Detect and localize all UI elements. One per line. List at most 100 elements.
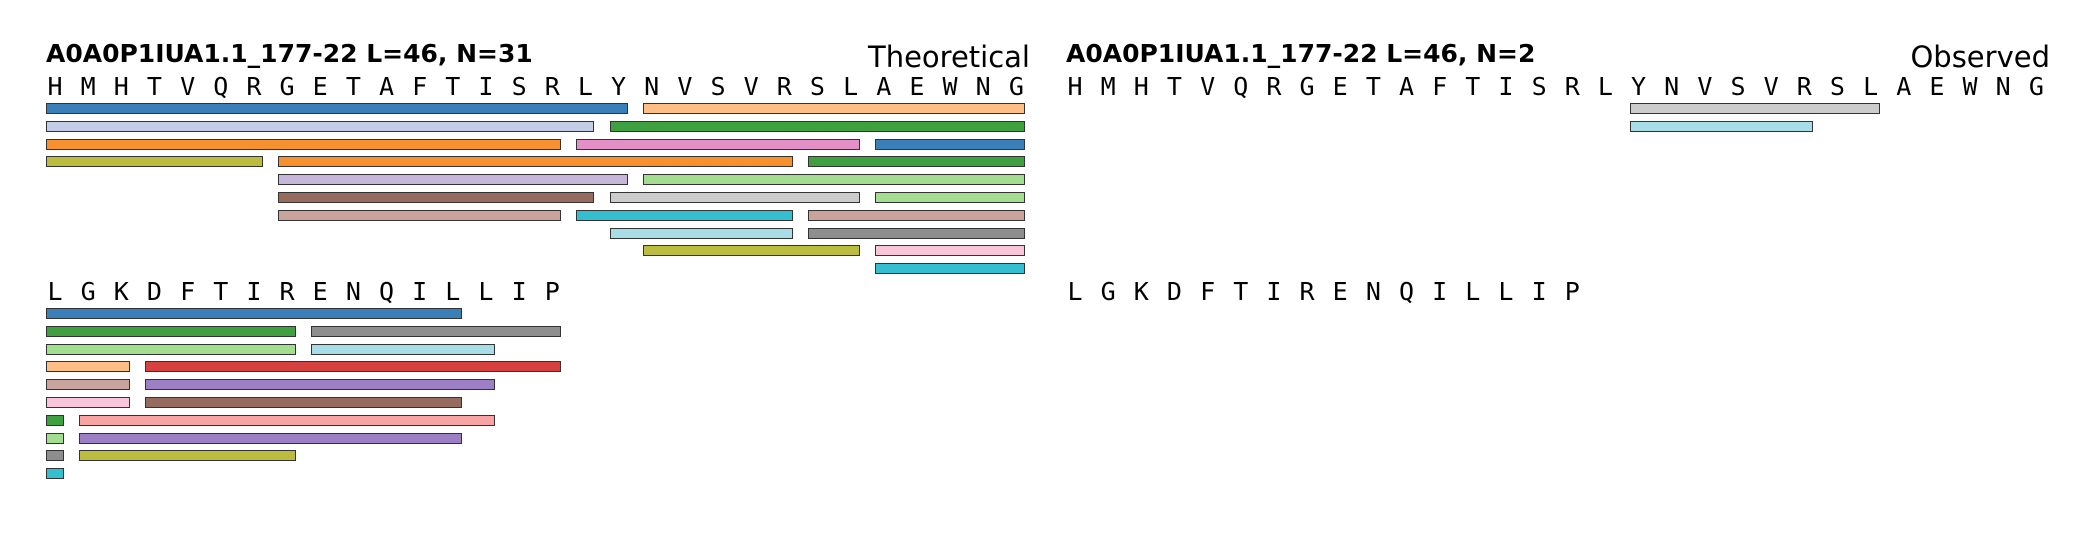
residue-41: Q — [1398, 277, 1415, 306]
peptide-bar-19 — [609, 227, 794, 239]
residue-22: V — [743, 72, 759, 101]
peptide-bar-4 — [609, 120, 1026, 132]
residue-33: K — [1133, 277, 1149, 306]
residue-16: R — [1564, 72, 1580, 101]
residue-26: A — [1896, 72, 1912, 101]
peptide-bar-16 — [278, 209, 562, 221]
residue-34: D — [1166, 277, 1182, 306]
peptide-bar-15 — [874, 192, 1026, 203]
residue-37: I — [246, 277, 262, 306]
residue-14: I — [1498, 72, 1514, 101]
residue-44: L — [1498, 277, 1514, 306]
residue-36: T — [213, 277, 229, 306]
residue-16: R — [544, 72, 560, 101]
peptide-bar-11 — [278, 174, 628, 186]
residue-17: L — [577, 72, 593, 101]
peptide-bar-14 — [609, 192, 860, 203]
residue-3: H — [113, 72, 129, 101]
residue-26: A — [876, 72, 892, 101]
peptide-bar-24 — [46, 308, 462, 319]
residue-18: Y — [1631, 72, 1647, 101]
residue-10: T — [345, 72, 361, 101]
peptide-bar-34 — [145, 397, 462, 408]
residue-42: I — [1432, 277, 1448, 306]
residue-44: L — [478, 277, 494, 306]
residue-6: Q — [1233, 72, 1249, 101]
peptide-bar-1 — [1629, 103, 1880, 114]
peptide-bar-40 — [79, 450, 297, 462]
residue-40: N — [345, 277, 361, 306]
residue-15: S — [1531, 72, 1547, 101]
peptide-bar-12 — [642, 174, 1026, 186]
residue-11: A — [378, 72, 395, 101]
peptide-bar-39 — [46, 450, 64, 462]
residue-1: H — [1067, 72, 1083, 101]
residue-38: R — [1299, 277, 1315, 306]
residue-10: T — [1365, 72, 1381, 101]
residue-35: F — [1200, 277, 1216, 306]
residue-7: R — [246, 72, 262, 101]
peptide-bar-30 — [145, 361, 562, 373]
observed-panel: A0A0P1IUA1.1_177-22 L=46, N=2 Observed H… — [1020, 0, 2050, 540]
residue-37: I — [1266, 277, 1282, 306]
peptide-bar-22 — [874, 245, 1026, 257]
peptide-bar-18 — [808, 209, 1026, 221]
residue-23: R — [776, 72, 792, 101]
residue-33: K — [113, 277, 129, 306]
residue-8: G — [1299, 72, 1315, 101]
peptide-bar-38 — [79, 432, 462, 444]
residue-41: Q — [378, 277, 395, 306]
residue-38: R — [279, 277, 295, 306]
residue-43: L — [1465, 277, 1481, 306]
peptide-bar-41 — [46, 468, 64, 480]
residue-24: S — [809, 72, 825, 101]
panel-label: Observed — [1910, 40, 2050, 74]
residue-19: N — [644, 72, 660, 101]
residue-32: G — [80, 277, 96, 306]
peptide-bar-27 — [46, 343, 297, 355]
peptide-bar-5 — [46, 138, 562, 150]
residue-39: E — [1332, 277, 1348, 306]
residue-45: I — [1531, 277, 1547, 306]
peptide-bar-2 — [1629, 120, 1814, 132]
residue-19: N — [1664, 72, 1680, 101]
residue-23: R — [1796, 72, 1812, 101]
residue-21: S — [710, 72, 726, 101]
residue-17: L — [1597, 72, 1613, 101]
residue-9: E — [312, 72, 328, 101]
residue-39: E — [312, 277, 328, 306]
residue-13: T — [445, 72, 461, 101]
residue-5: V — [1200, 72, 1216, 101]
residue-27: E — [1929, 72, 1945, 101]
residue-30: G — [2028, 72, 2044, 101]
residue-4: T — [1166, 72, 1182, 101]
peptide-bar-25 — [46, 325, 297, 337]
residue-29: N — [1995, 72, 2011, 101]
peptide-bar-36 — [79, 414, 495, 426]
peptide-bar-1 — [46, 103, 628, 114]
peptide-bar-31 — [46, 379, 131, 391]
residue-46: P — [544, 277, 560, 306]
peptide-bar-7 — [874, 138, 1026, 150]
residue-15: S — [511, 72, 527, 101]
residue-32: G — [1100, 277, 1116, 306]
peptide-bar-26 — [311, 325, 562, 337]
residue-11: A — [1398, 72, 1415, 101]
residue-35: F — [180, 277, 196, 306]
peptide-bar-20 — [808, 227, 1026, 239]
residue-25: L — [1863, 72, 1879, 101]
residue-13: T — [1465, 72, 1481, 101]
peptide-bar-32 — [145, 379, 495, 391]
residue-40: N — [1365, 277, 1381, 306]
residue-36: T — [1233, 277, 1249, 306]
peptide-bar-10 — [808, 156, 1026, 168]
residue-12: F — [412, 72, 428, 101]
residue-12: F — [1432, 72, 1448, 101]
residue-8: G — [279, 72, 295, 101]
residue-46: P — [1564, 277, 1580, 306]
residue-6: Q — [213, 72, 229, 101]
residue-28: W — [942, 72, 958, 101]
residue-31: L — [47, 277, 63, 306]
panel-title: A0A0P1IUA1.1_177-22 L=46, N=2 — [1066, 39, 1536, 68]
